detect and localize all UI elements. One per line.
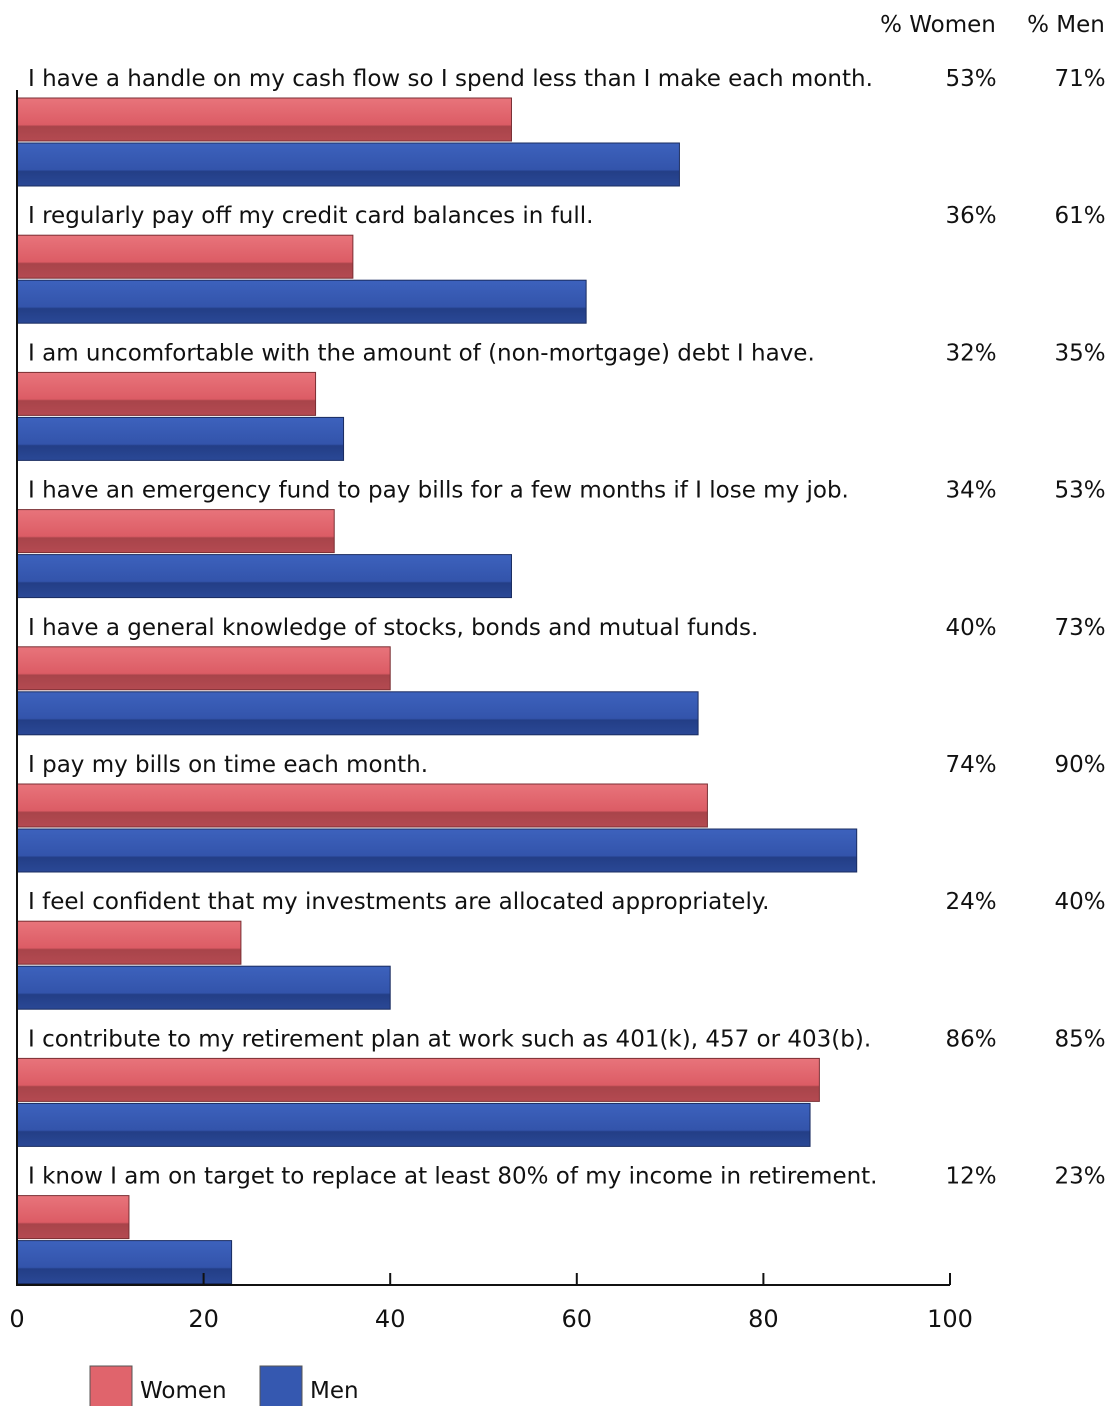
header-men: % Men bbox=[1027, 12, 1105, 38]
bar-men bbox=[16, 142, 680, 187]
statement-label: I have a handle on my cash flow so I spe… bbox=[28, 66, 873, 92]
bar-women bbox=[16, 97, 512, 142]
legend: Women Men bbox=[89, 1365, 359, 1406]
chart-row: I know I am on target to replace at leas… bbox=[16, 1164, 1106, 1285]
bar-women bbox=[16, 1057, 820, 1102]
men-value-label: 73% bbox=[1054, 615, 1105, 641]
women-value-label: 53% bbox=[945, 66, 996, 92]
chart-row: I regularly pay off my credit card balan… bbox=[16, 203, 1106, 324]
x-tick-label: 80 bbox=[748, 1305, 779, 1333]
bar-women bbox=[16, 1195, 130, 1240]
bar-women bbox=[16, 509, 335, 554]
legend-label-women: Women bbox=[140, 1378, 227, 1404]
bar-men bbox=[16, 554, 512, 599]
men-value-label: 35% bbox=[1054, 340, 1105, 366]
bar-women bbox=[16, 920, 242, 965]
bar-men bbox=[16, 691, 699, 736]
bar-men bbox=[16, 965, 391, 1010]
chart-row: I feel confident that my investments are… bbox=[16, 889, 1106, 1010]
x-axis-ticks: 0 20 40 60 80 100 bbox=[9, 1273, 973, 1333]
women-value-label: 40% bbox=[945, 615, 996, 641]
legend-swatch-men bbox=[259, 1365, 303, 1406]
women-value-label: 86% bbox=[945, 1026, 996, 1052]
bar-women bbox=[16, 234, 354, 279]
women-value-label: 24% bbox=[945, 889, 996, 915]
statement-label: I have a general knowledge of stocks, bo… bbox=[28, 615, 758, 641]
men-value-label: 40% bbox=[1054, 889, 1105, 915]
women-value-label: 32% bbox=[945, 340, 996, 366]
x-tick-label: 40 bbox=[375, 1305, 406, 1333]
bar-women bbox=[16, 783, 708, 828]
women-value-label: 12% bbox=[945, 1164, 996, 1190]
chart-row: I am uncomfortable with the amount of (n… bbox=[16, 340, 1106, 461]
x-tick-label: 0 bbox=[9, 1305, 24, 1333]
men-value-label: 61% bbox=[1054, 203, 1105, 229]
x-tick-label: 20 bbox=[188, 1305, 219, 1333]
bar-men bbox=[16, 1240, 233, 1285]
legend-label-men: Men bbox=[310, 1378, 359, 1404]
men-value-label: 85% bbox=[1054, 1026, 1105, 1052]
men-value-label: 53% bbox=[1054, 478, 1105, 504]
legend-swatch-women bbox=[89, 1365, 133, 1406]
chart-row: I pay my bills on time each month. 74% 90% bbox=[16, 752, 1106, 873]
men-value-label: 90% bbox=[1054, 752, 1105, 778]
bar-men bbox=[16, 1102, 811, 1147]
women-value-label: 36% bbox=[945, 203, 996, 229]
bar-men bbox=[16, 416, 345, 461]
men-value-label: 23% bbox=[1054, 1164, 1105, 1190]
statement-label: I pay my bills on time each month. bbox=[28, 752, 428, 778]
men-value-label: 71% bbox=[1054, 66, 1105, 92]
statement-label: I am uncomfortable with the amount of (n… bbox=[28, 340, 815, 366]
x-tick-label: 100 bbox=[927, 1305, 973, 1333]
bar-men bbox=[16, 279, 587, 324]
statement-label: I contribute to my retirement plan at wo… bbox=[28, 1026, 871, 1052]
statement-label: I have an emergency fund to pay bills fo… bbox=[28, 478, 849, 504]
chart-row: I contribute to my retirement plan at wo… bbox=[16, 1026, 1106, 1147]
chart-row: I have a general knowledge of stocks, bo… bbox=[16, 615, 1106, 736]
statement-label: I feel confident that my investments are… bbox=[28, 889, 769, 915]
chart-row: I have an emergency fund to pay bills fo… bbox=[16, 478, 1106, 599]
statement-label: I know I am on target to replace at leas… bbox=[28, 1164, 878, 1190]
women-value-label: 34% bbox=[945, 478, 996, 504]
chart-rows: I have a handle on my cash flow so I spe… bbox=[16, 66, 1106, 1285]
bar-women bbox=[16, 646, 391, 691]
women-value-label: 74% bbox=[945, 752, 996, 778]
bar-men bbox=[16, 828, 858, 873]
header-women: % Women bbox=[880, 12, 996, 38]
chart-row: I have a handle on my cash flow so I spe… bbox=[16, 66, 1106, 187]
x-tick-label: 60 bbox=[562, 1305, 593, 1333]
statement-label: I regularly pay off my credit card balan… bbox=[28, 203, 593, 229]
bar-women bbox=[16, 371, 317, 416]
